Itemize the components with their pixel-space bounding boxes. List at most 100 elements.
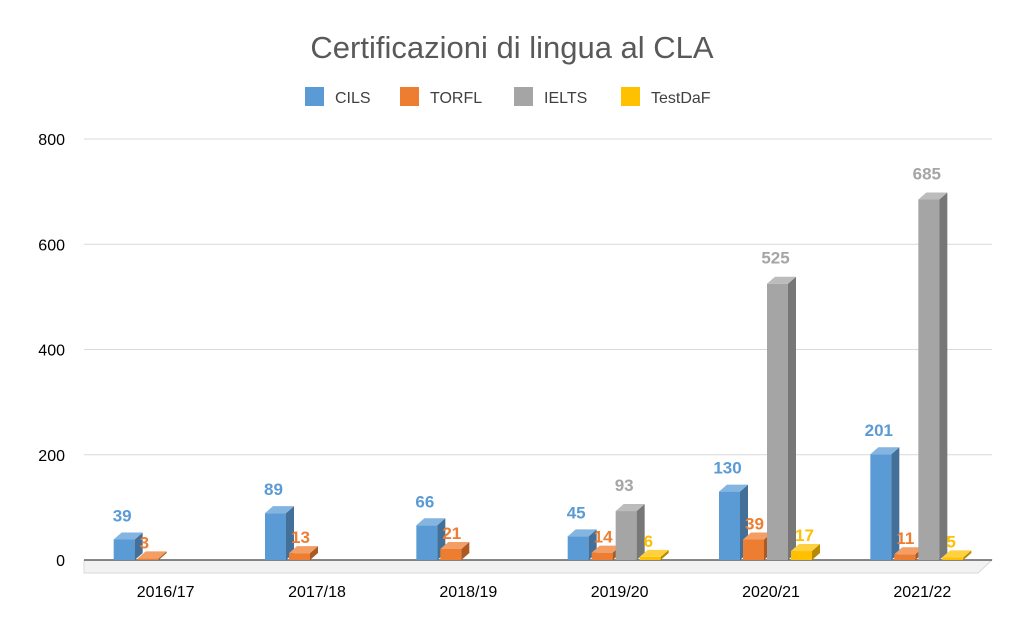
bar-TORFL-2018/19 (440, 541, 470, 560)
bar-top (942, 550, 972, 558)
y-tick-label-600: 600 (38, 237, 65, 254)
legend-swatch (305, 87, 324, 106)
bar-top (137, 551, 167, 559)
data-label-TestDaF-2020/21: 17 (795, 526, 814, 545)
x-tick-label-2017/18: 2017/18 (288, 584, 346, 601)
bar-IELTS-2020/21 (767, 276, 796, 560)
data-label-TORFL-2020/21: 39 (745, 514, 764, 533)
x-tick-label-2020/21: 2020/21 (742, 584, 800, 601)
bar-front (289, 553, 310, 560)
data-label-CILS-2018/19: 66 (415, 492, 434, 511)
legend: CILS TORFL IELTS TestDaF (305, 87, 711, 107)
legend-swatch (514, 87, 533, 106)
x-tick-label-2019/20: 2019/20 (591, 584, 649, 601)
bar-top (265, 506, 294, 514)
bar-top (767, 276, 796, 284)
legend-label: TORFL (430, 90, 482, 107)
bar-side (788, 276, 796, 560)
legend-item-IELTS: IELTS (514, 87, 587, 107)
bar-front (265, 513, 286, 560)
bar-side (636, 504, 645, 560)
bar-front (440, 548, 462, 560)
bar-top (567, 529, 597, 537)
bar-side (461, 541, 470, 560)
data-label-TORFL-2017/18: 13 (291, 528, 310, 547)
legend-label: TestDaF (651, 90, 711, 107)
bar-TestDaF-2020/21 (791, 544, 820, 560)
gridlines (84, 138, 992, 561)
bar-top (918, 192, 948, 200)
data-label-TORFL-2019/20: 14 (594, 528, 613, 547)
legend-label: IELTS (544, 90, 587, 107)
bar-TORFL-2016/17 (137, 551, 167, 560)
bar-side (963, 550, 972, 560)
legend-item-TORFL: TORFL (400, 87, 482, 107)
y-tick-label-0: 0 (56, 553, 65, 570)
legend-swatch (400, 87, 419, 106)
x-axis: 2016/17 2017/18 2018/19 2019/20 2020/21 2021/… (137, 584, 952, 601)
bar-CILS-2017/18 (265, 506, 294, 560)
bar-front (416, 525, 438, 560)
data-label-CILS-2020/21: 130 (713, 459, 741, 478)
legend-item-CILS: CILS (305, 87, 371, 107)
bar-side (134, 532, 143, 560)
data-label-TORFL-2018/19: 21 (442, 524, 461, 543)
bar-top (791, 544, 820, 552)
bar-side (812, 544, 820, 560)
bar-top (743, 532, 772, 540)
bar-top (870, 447, 900, 455)
legend-swatch (621, 87, 640, 106)
bar-CILS-2016/17 (113, 532, 143, 560)
bar-top (591, 545, 621, 553)
bar-CILS-2019/20 (567, 529, 597, 560)
bar-side (660, 549, 669, 560)
bar-front (719, 491, 740, 560)
data-label-TORFL-2021/22: 11 (896, 529, 914, 548)
data-label-TestDaF-2019/20: 6 (644, 532, 653, 551)
bar-front (894, 554, 916, 560)
bar-CILS-2021/22 (870, 447, 900, 560)
bar-side (891, 447, 900, 560)
bar-IELTS-2019/20 (615, 504, 645, 560)
bar-front (942, 557, 964, 560)
data-labels: 39 3 89 13 66 21 45 14 93 6 130 39 525 17 201 11 685 5 (113, 165, 956, 553)
bar-IELTS-2021/22 (918, 192, 948, 561)
bar-side (310, 546, 318, 560)
data-label-IELTS-2021/22: 685 (913, 165, 941, 184)
bar-CILS-2020/21 (719, 484, 748, 560)
bar-front (113, 539, 135, 560)
bar-front (767, 283, 788, 560)
x-tick-label-2018/19: 2018/19 (439, 584, 497, 601)
y-tick-label-400: 400 (38, 343, 65, 360)
legend-label: CILS (335, 90, 371, 107)
chart-title: Certificazioni di lingua al CLA (310, 30, 714, 65)
data-label-CILS-2021/22: 201 (865, 421, 893, 440)
data-label-CILS-2016/17: 39 (113, 506, 132, 525)
bar-top (289, 546, 318, 554)
bar-front (791, 551, 812, 560)
bar-side (286, 506, 294, 560)
bar-side (939, 192, 948, 561)
data-label-CILS-2019/20: 45 (567, 503, 586, 522)
bar-front (567, 536, 589, 560)
bar-top (615, 504, 645, 512)
x-tick-label-2016/17: 2016/17 (137, 584, 195, 601)
bar-front (591, 552, 613, 560)
bar-TestDaF-2019/20 (639, 549, 669, 560)
y-tick-label-800: 800 (38, 132, 65, 149)
bar-front (615, 511, 637, 560)
data-label-TORFL-2016/17: 3 (140, 533, 149, 552)
bar-top (416, 518, 446, 526)
bar-top (719, 484, 748, 492)
bar-side (158, 551, 167, 560)
bar-top (113, 532, 143, 540)
bar-top (894, 547, 924, 555)
bar-top (440, 541, 470, 549)
data-label-CILS-2017/18: 89 (264, 480, 283, 499)
data-label-TestDaF-2021/22: 5 (946, 532, 955, 551)
bar-front (870, 454, 892, 560)
floor-plane (83, 559, 994, 574)
bar-front (743, 539, 764, 560)
